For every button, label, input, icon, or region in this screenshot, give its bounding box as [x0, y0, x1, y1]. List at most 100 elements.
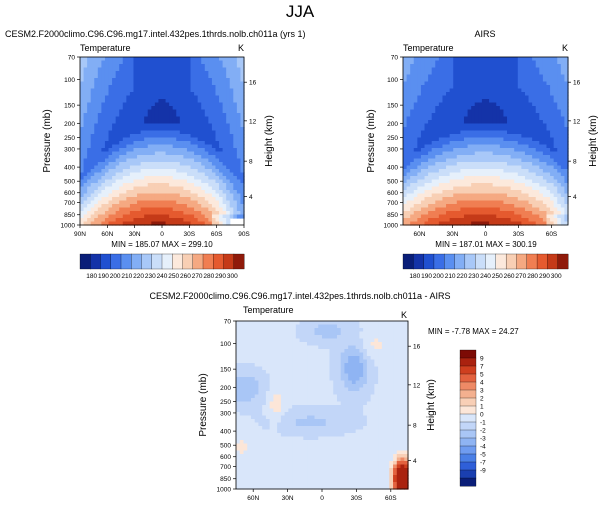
contour-cell [229, 67, 234, 72]
contour-cell [222, 130, 227, 135]
contour-cell [413, 207, 418, 212]
contour-cell [87, 183, 92, 188]
contour-cell [546, 64, 551, 69]
contour-cell [208, 179, 213, 184]
contour-cell [463, 218, 469, 223]
contour-cell [413, 106, 418, 111]
contour-cell [158, 102, 163, 107]
contour-cell [560, 197, 566, 202]
contour-cell [403, 141, 408, 146]
contour-cell [507, 60, 512, 65]
contour-cell [542, 144, 548, 149]
contour-cell [122, 200, 127, 205]
contour-cell [222, 204, 227, 209]
contour-cell [560, 99, 566, 104]
contour-cell [524, 134, 530, 139]
contour-cell [393, 331, 398, 336]
contour-cell [158, 197, 163, 202]
contour-cell [499, 169, 505, 174]
contour-cell [456, 113, 461, 118]
contour-cell [201, 71, 206, 76]
contour-cell [197, 221, 202, 226]
contour-cell [144, 78, 149, 83]
contour-cell [446, 193, 451, 198]
contour-cell [176, 218, 181, 223]
contour-cell [474, 113, 479, 118]
contour-cell [208, 165, 213, 170]
contour-cell [456, 127, 461, 132]
contour-cell [186, 60, 192, 65]
contour-cell [524, 176, 530, 181]
contour-cell [133, 204, 138, 209]
contour-cell [229, 81, 234, 86]
contour-cell [546, 207, 551, 212]
contour-cell [119, 144, 124, 149]
contour-cell [186, 99, 192, 104]
contour-cell [514, 179, 519, 184]
contour-cell [172, 214, 177, 219]
contour-cell [90, 204, 95, 209]
contour-cell [190, 106, 195, 111]
contour-cell [154, 179, 160, 184]
contour-cell [97, 214, 102, 219]
contour-cell [514, 127, 519, 132]
contour-cell [83, 99, 88, 104]
contour-cell [140, 158, 145, 163]
contour-cell [151, 190, 156, 195]
contour-cell [521, 158, 526, 163]
contour-cell [344, 321, 349, 326]
contour-cell [535, 64, 540, 69]
contour-cell [435, 67, 440, 72]
contour-cell [197, 172, 202, 177]
contour-cell [83, 211, 88, 216]
contour-cell [183, 57, 188, 62]
contour-cell [471, 88, 476, 93]
contour-cell [485, 158, 490, 163]
contour-cell [492, 221, 497, 226]
contour-cell [158, 57, 163, 62]
contour-cell [485, 123, 490, 128]
contour-cell [510, 102, 515, 107]
contour-cell [542, 88, 548, 93]
contour-cell [215, 197, 220, 202]
contour-cell [471, 148, 476, 153]
contour-cell [229, 165, 234, 170]
contour-cell [456, 67, 461, 72]
contour-cell [112, 64, 117, 69]
contour-cell [169, 74, 174, 79]
contour-cell [104, 165, 110, 170]
contour-cell [162, 113, 167, 118]
contour-cell [535, 95, 540, 100]
contour-cell [510, 148, 515, 153]
contour-cell [424, 176, 429, 181]
contour-cell [208, 221, 213, 226]
contour-cell [144, 120, 149, 125]
contour-cell [424, 95, 429, 100]
contour-cell [485, 127, 490, 132]
contour-cell [435, 197, 440, 202]
contour-cell [87, 95, 92, 100]
contour-cell [564, 162, 569, 167]
contour-cell [151, 211, 156, 216]
contour-cell [137, 106, 142, 111]
contour-cell [485, 144, 490, 149]
contour-cell [406, 141, 411, 146]
contour-cell [169, 204, 174, 209]
contour-cell [542, 67, 548, 72]
contour-cell [97, 218, 102, 223]
contour-cell [521, 183, 526, 188]
contour-cell [503, 116, 508, 121]
contour-cell [471, 95, 476, 100]
contour-cell [431, 113, 436, 118]
contour-cell [446, 78, 451, 83]
contour-cell [393, 338, 398, 343]
contour-cell [456, 179, 461, 184]
contour-cell [165, 120, 170, 125]
contour-cell [359, 342, 364, 347]
contour-cell [219, 109, 224, 114]
contour-cell [460, 127, 465, 132]
contour-cell [496, 144, 501, 149]
contour-cell [169, 102, 174, 107]
contour-cell [165, 64, 170, 69]
contour-cell [564, 214, 569, 219]
